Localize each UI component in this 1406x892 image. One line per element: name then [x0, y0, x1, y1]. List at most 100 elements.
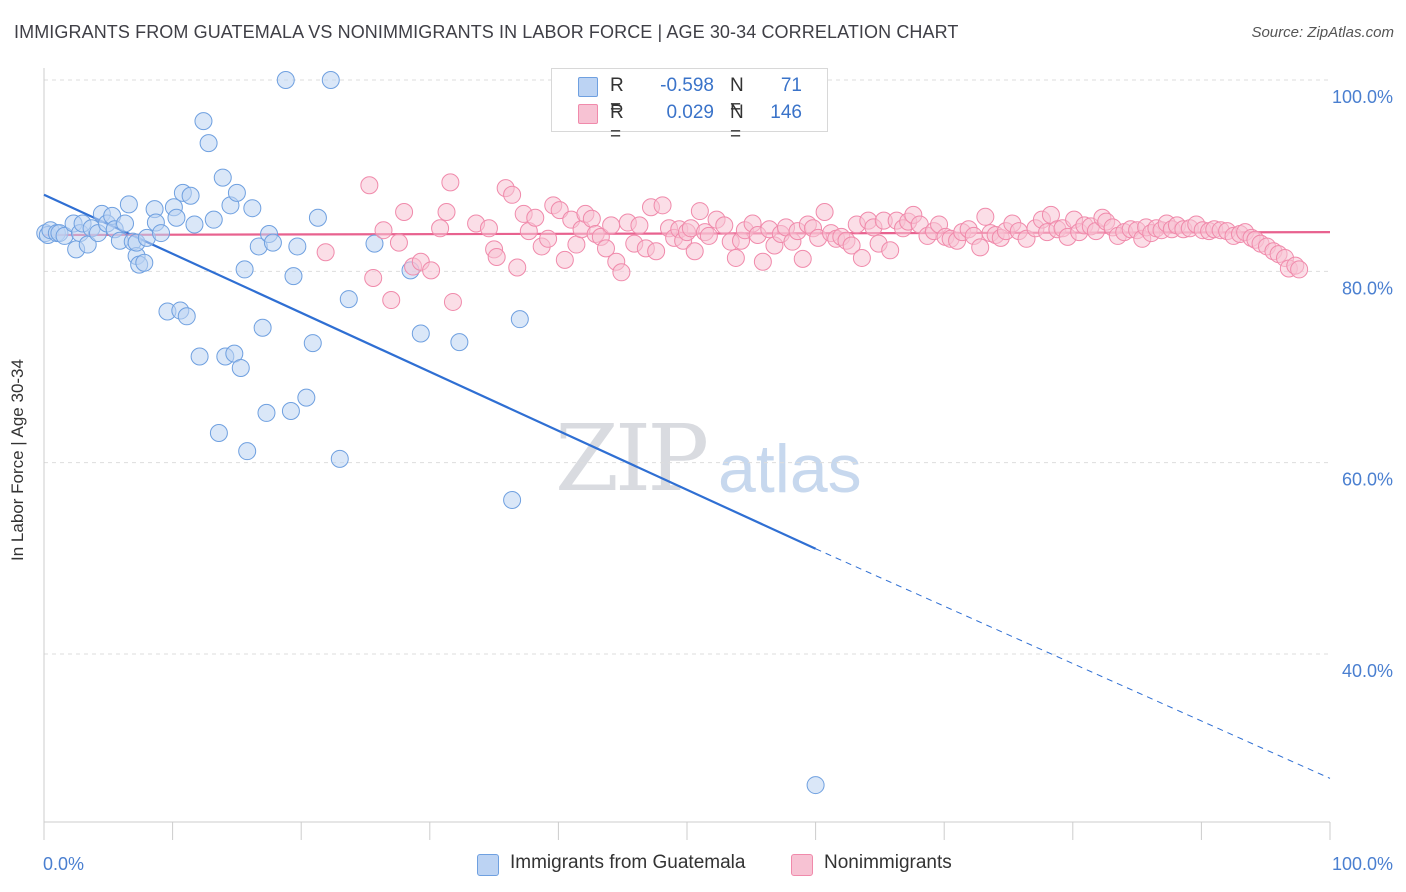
data-point-immigrants: [339, 290, 358, 309]
data-point-immigrants: [199, 134, 218, 153]
legend-r-label: R =: [610, 102, 624, 145]
data-point-immigrants: [281, 402, 300, 421]
data-point-nonimmigrants: [881, 241, 900, 260]
data-point-nonimmigrants: [753, 252, 772, 271]
data-point-nonimmigrants: [647, 242, 666, 261]
data-point-immigrants: [167, 208, 186, 227]
bottom-legend-swatch-blue: [477, 854, 499, 876]
data-point-immigrants: [297, 388, 316, 407]
data-point-nonimmigrants: [630, 216, 649, 235]
data-point-nonimmigrants: [395, 203, 414, 222]
data-point-nonimmigrants: [508, 258, 527, 277]
data-point-nonimmigrants: [596, 239, 615, 258]
data-point-immigrants: [181, 186, 200, 205]
watermark-zip: ZIP: [555, 405, 709, 512]
data-point-nonimmigrants: [431, 219, 450, 238]
data-point-nonimmigrants: [685, 242, 704, 261]
y-tick-label: 100.0%: [1332, 87, 1393, 107]
data-point-immigrants: [257, 403, 276, 422]
bottom-legend-swatch-pink: [791, 854, 813, 876]
legend-r-value: -0.598: [660, 75, 714, 96]
data-point-nonimmigrants: [653, 196, 672, 215]
data-point-nonimmigrants: [842, 236, 861, 255]
data-point-immigrants: [365, 234, 384, 253]
data-point-immigrants: [213, 168, 232, 187]
legend-n-value: 146: [770, 102, 802, 123]
data-point-nonimmigrants: [815, 203, 834, 222]
chart-source: Source: ZipAtlas.com: [1251, 24, 1394, 41]
data-point-nonimmigrants: [479, 219, 498, 238]
data-point-nonimmigrants: [602, 216, 621, 235]
data-point-immigrants: [235, 260, 254, 279]
y-tick-label: 80.0%: [1342, 278, 1393, 298]
data-point-nonimmigrants: [360, 176, 379, 195]
data-point-immigrants: [135, 253, 154, 272]
data-point-nonimmigrants: [793, 249, 812, 268]
data-point-nonimmigrants: [726, 248, 745, 267]
data-point-nonimmigrants: [1290, 260, 1309, 279]
data-point-nonimmigrants: [690, 202, 709, 221]
data-point-immigrants: [284, 267, 303, 286]
data-point-immigrants: [243, 199, 262, 218]
data-point-nonimmigrants: [437, 203, 456, 222]
trend-lines: [43, 193, 1331, 779]
data-point-nonimmigrants: [699, 226, 718, 245]
bottom-legend-label-immigrants: Immigrants from Guatemala: [510, 852, 746, 873]
data-point-immigrants: [227, 183, 246, 202]
legend-r-label: R =: [610, 75, 624, 118]
data-point-nonimmigrants: [612, 263, 631, 282]
data-point-nonimmigrants: [567, 235, 586, 254]
data-point-nonimmigrants: [389, 233, 408, 252]
watermark-atlas: atlas: [718, 431, 862, 507]
x-tick-label: 0.0%: [43, 854, 84, 874]
series-nonimmigrants-points: [316, 173, 1309, 311]
data-point-nonimmigrants: [316, 243, 335, 262]
data-point-immigrants: [263, 233, 282, 252]
legend-n-label: N =: [730, 102, 744, 145]
x-tick-label: 100.0%: [1332, 854, 1393, 874]
data-point-immigrants: [276, 71, 295, 89]
data-point-nonimmigrants: [374, 221, 393, 240]
data-point-immigrants: [116, 214, 135, 233]
legend: R = -0.598 N = 71 R = 0.029 N = 146: [551, 68, 828, 145]
data-point-immigrants: [231, 358, 250, 377]
data-point-nonimmigrants: [555, 250, 574, 269]
data-point-immigrants: [238, 442, 257, 461]
data-point-immigrants: [185, 215, 204, 234]
trend-line-immigrants-extension: [815, 548, 1331, 779]
data-point-immigrants: [303, 334, 322, 353]
data-point-nonimmigrants: [503, 185, 522, 204]
data-point-immigrants: [177, 307, 196, 326]
data-point-immigrants: [806, 776, 825, 795]
y-tick-label: 40.0%: [1342, 661, 1393, 681]
data-point-nonimmigrants: [550, 201, 569, 220]
data-point-nonimmigrants: [526, 208, 545, 227]
data-point-immigrants: [330, 449, 349, 468]
data-point-nonimmigrants: [382, 291, 401, 310]
series-immigrants-points: [36, 71, 825, 795]
data-point-nonimmigrants: [487, 247, 506, 266]
data-point-immigrants: [152, 224, 171, 243]
data-point-immigrants: [209, 424, 228, 443]
legend-r-value: 0.029: [666, 102, 714, 123]
bottom-legend: Immigrants from Guatemala Nonimmigrants: [0, 852, 1406, 878]
data-point-nonimmigrants: [852, 248, 871, 267]
data-point-nonimmigrants: [422, 261, 441, 280]
data-point-immigrants: [288, 237, 307, 256]
bottom-legend-label-nonimmigrants: Nonimmigrants: [824, 852, 952, 873]
data-point-nonimmigrants: [364, 269, 383, 288]
data-point-immigrants: [450, 333, 469, 352]
y-tick-label: 60.0%: [1342, 470, 1393, 490]
legend-n-value: 71: [780, 75, 802, 96]
data-point-immigrants: [411, 324, 430, 343]
data-point-immigrants: [510, 310, 529, 329]
data-point-nonimmigrants: [443, 292, 462, 311]
tick-labels: 100.0% 80.0% 60.0% 40.0% 0.0% 100.0%: [43, 87, 1393, 874]
data-point-nonimmigrants: [715, 216, 734, 235]
axes: [43, 68, 1331, 840]
data-point-immigrants: [253, 318, 272, 337]
trend-line-immigrants: [43, 193, 817, 550]
data-point-immigrants: [190, 347, 209, 366]
data-point-nonimmigrants: [441, 173, 460, 192]
